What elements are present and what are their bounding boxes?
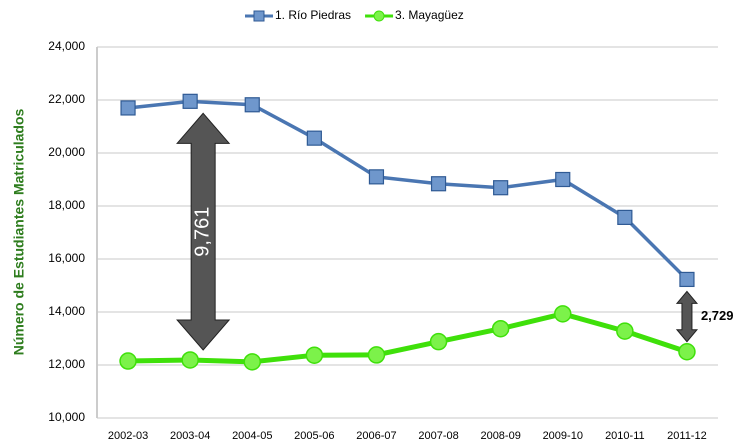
y-tick-label: 16,000 bbox=[48, 251, 85, 265]
y-tick-label: 12,000 bbox=[48, 357, 85, 371]
series-line bbox=[127, 99, 689, 281]
marker bbox=[617, 209, 633, 225]
y-tick-label: 10,000 bbox=[48, 410, 85, 424]
marker bbox=[367, 346, 386, 364]
y-tick-label: 22,000 bbox=[48, 92, 85, 106]
difference-arrow bbox=[176, 112, 231, 351]
marker bbox=[679, 271, 695, 288]
marker bbox=[493, 180, 509, 196]
legend-marker bbox=[373, 10, 385, 22]
annotation: 9,761 bbox=[191, 207, 213, 257]
y-tick-label: 20,000 bbox=[48, 145, 85, 159]
y-tick-label: 24,000 bbox=[48, 39, 85, 53]
x-tick-label: 2002-03 bbox=[108, 430, 148, 442]
legend-label: 3. Mayagüez bbox=[395, 8, 464, 22]
legend-marker bbox=[253, 10, 265, 22]
marker bbox=[429, 332, 448, 351]
x-tick-label: 2011-12 bbox=[667, 430, 707, 442]
marker bbox=[554, 305, 572, 323]
marker bbox=[244, 97, 260, 113]
x-tick-label: 2008-09 bbox=[480, 430, 520, 442]
marker bbox=[119, 352, 137, 370]
marker bbox=[430, 176, 447, 192]
x-tick-label: 2003-04 bbox=[170, 430, 210, 442]
marker bbox=[243, 353, 261, 371]
annotation: 2,729 bbox=[701, 308, 734, 323]
x-tick-label: 2007-08 bbox=[418, 430, 458, 442]
marker bbox=[181, 351, 199, 369]
y-tick-label: 14,000 bbox=[48, 304, 85, 318]
difference-arrow bbox=[675, 290, 699, 343]
x-tick-label: 2005-06 bbox=[294, 430, 334, 442]
x-tick-label: 2004-05 bbox=[232, 430, 272, 442]
marker bbox=[305, 346, 324, 364]
legend-label: 1. Río Piedras bbox=[275, 8, 351, 22]
marker bbox=[616, 322, 634, 340]
y-tick-label: 18,000 bbox=[48, 198, 85, 212]
marker bbox=[678, 343, 696, 361]
marker bbox=[555, 171, 571, 188]
marker bbox=[182, 93, 198, 109]
x-tick-label: 2010-11 bbox=[605, 430, 645, 442]
y-axis-label: Número de Estudiantes Matriculados bbox=[11, 108, 27, 355]
marker bbox=[491, 319, 510, 338]
x-tick-label: 2009-10 bbox=[543, 430, 583, 442]
marker bbox=[120, 100, 136, 116]
marker bbox=[368, 169, 385, 185]
marker bbox=[306, 130, 322, 146]
x-tick-label: 2006-07 bbox=[356, 430, 396, 442]
series-line bbox=[128, 311, 688, 365]
